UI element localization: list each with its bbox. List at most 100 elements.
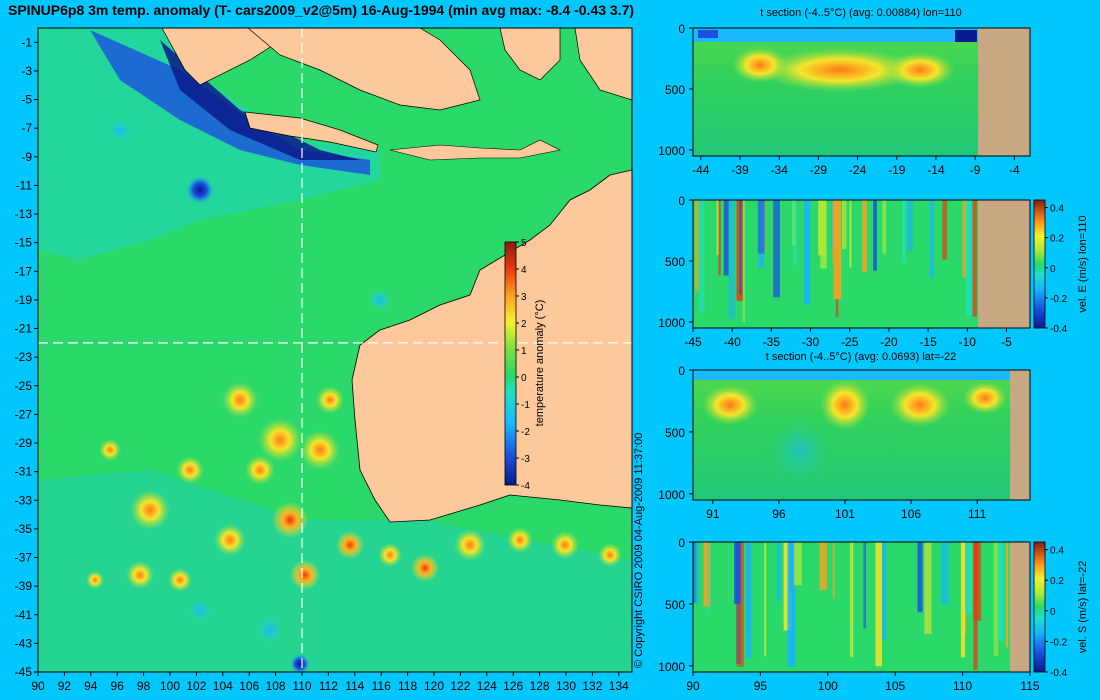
section-x-tick-label: 110: [953, 679, 972, 693]
map-y-tick-label: -27: [15, 407, 33, 421]
section-x-tick-label: -34: [771, 163, 789, 177]
map-x-tick-label: 124: [477, 679, 497, 693]
vel-s-section-x-axis: 90 95 100 105 110 115: [686, 672, 1040, 693]
velocity-stripe: [698, 200, 705, 313]
map-y-tick-label: -39: [15, 579, 33, 593]
section-x-tick-label: 91: [706, 507, 720, 521]
section-x-tick-label: -19: [888, 163, 906, 177]
section-y-tick-label: 1000: [658, 660, 685, 674]
section-y-tick-label: 0: [678, 194, 685, 208]
map-colorbar-tick-label: -3: [521, 454, 530, 465]
velocity-stripe: [703, 542, 711, 607]
land-australia: [351, 169, 633, 523]
section-y-tick-label: 1000: [658, 144, 685, 158]
map-x-tick-label: 104: [213, 679, 233, 693]
map-y-tick-label: -23: [15, 350, 33, 364]
vel-s-section-y-axis: 0 500 1000: [658, 536, 693, 674]
map-y-tick-label: -13: [15, 207, 33, 221]
eddy: [256, 616, 284, 644]
velocity-stripe: [742, 200, 745, 323]
section-warm-patch: [890, 383, 950, 427]
vel-e-colorbar: [1033, 199, 1046, 329]
map-y-tick-label: -11: [16, 178, 33, 192]
section-warm-patch: [732, 47, 788, 83]
map-colorbar-tick-label: -4: [521, 481, 530, 492]
section-x-tick-label: -20: [880, 335, 898, 349]
eddy: [290, 654, 310, 674]
t-section-lat-22-x-axis: 91 96 101 106 111: [706, 500, 987, 521]
map-y-tick-label: -19: [15, 293, 33, 307]
velocity-stripe: [960, 542, 966, 658]
section-y-tick-label: 0: [678, 22, 685, 36]
section-colorbar-tick-label: 0.2: [1050, 576, 1064, 587]
velocity-stripe: [746, 542, 750, 631]
section-x-tick-label: -35: [763, 335, 781, 349]
section-land: [1010, 542, 1030, 672]
section-frame: [692, 199, 1031, 329]
velocity-stripe: [833, 200, 842, 300]
section-x-tick-label: 100: [818, 679, 838, 693]
section-warm-patch: [820, 380, 870, 430]
t-section-lat-22-panel: [692, 369, 1031, 501]
section-x-tick-label: -44: [692, 163, 710, 177]
velocity-stripe: [880, 542, 887, 641]
velocity-stripe: [793, 542, 802, 586]
section-colorbar-tick-label: 0.4: [1050, 546, 1064, 557]
section-colorbar-tick-label: -0.2: [1050, 294, 1068, 305]
velocity-stripe: [819, 542, 828, 590]
map-colorbar-tick-label: 3: [521, 292, 527, 303]
velocity-stripe: [832, 542, 835, 599]
map-x-tick-label: 130: [556, 679, 576, 693]
section-frame: [692, 541, 1031, 673]
section-x-tick-label: 115: [1020, 679, 1039, 693]
section-x-tick-label: 105: [885, 679, 905, 693]
section-x-tick-label: -40: [724, 335, 742, 349]
velocity-stripe: [993, 542, 999, 657]
velocity-stripe: [965, 542, 972, 615]
map-colorbar-label: temperature anomaly (°C): [534, 300, 546, 427]
vel-e-colorbar-ticks: 0.4 0.2 0 -0.2 -0.4: [1045, 204, 1068, 335]
map-colorbar-tick-label: 4: [521, 265, 527, 276]
velocity-stripe: [917, 542, 923, 613]
copyright-notice: © Copyright CSIRO 2009 04-Aug-2009 11:37…: [633, 432, 645, 668]
eddy: [108, 118, 132, 142]
map-y-tick-label: -29: [15, 436, 33, 450]
velocity-stripe: [757, 200, 765, 254]
section-colorbar-tick-label: 0.4: [1050, 204, 1064, 215]
map-x-tick-label: 116: [372, 679, 391, 693]
velocity-stripe: [966, 200, 974, 316]
map-y-tick-label: -37: [15, 551, 33, 565]
section-frame: [692, 27, 1031, 157]
map-x-tick-label: 108: [266, 679, 286, 693]
map-colorbar-tick-label: 2: [521, 319, 527, 330]
map-x-tick-label: 114: [345, 679, 364, 693]
vel-e-section-x-axis: -45 -40 -35 -30 -25 -20 -15 -10 -5: [684, 328, 1012, 349]
section-x-tick-label: 101: [835, 507, 855, 521]
map-cool-region-north: [38, 28, 380, 260]
section-x-tick-label: -4: [1009, 163, 1020, 177]
velocity-stripe: [695, 542, 699, 605]
section-colorbar-tick-label: 0: [1050, 607, 1056, 618]
velocity-stripe: [693, 542, 697, 603]
velocity-stripe: [929, 200, 935, 278]
section-surface-layer: [693, 370, 1013, 380]
velocity-stripe: [1005, 542, 1009, 648]
map-cool-region-south: [38, 470, 632, 672]
eddy: [336, 531, 364, 559]
page-title: SPINUP6p8 3m temp. anomaly (T- cars2009_…: [8, 2, 635, 18]
map-y-tick-label: -33: [15, 493, 33, 507]
t-section-lat-22-title: t section (-4..5°C) (avg: 0.0693) lat=-2…: [766, 351, 957, 363]
ocean-map: [37, 27, 633, 674]
map-frame: [37, 27, 633, 673]
section-warm-patch: [963, 382, 1007, 414]
vel-s-section-lat-22-panel: [692, 541, 1031, 673]
eddy: [126, 561, 154, 589]
vel-s-stripes: [693, 542, 1009, 670]
t-section-lon110-y-axis: 0 500 1000: [658, 22, 693, 158]
map-x-tick-label: 118: [398, 679, 417, 693]
map-x-tick-label: 92: [58, 679, 72, 693]
map-x-tick-label: 134: [609, 679, 629, 693]
eddy: [290, 560, 320, 590]
velocity-stripe: [718, 200, 721, 276]
velocity-stripe: [862, 200, 867, 273]
